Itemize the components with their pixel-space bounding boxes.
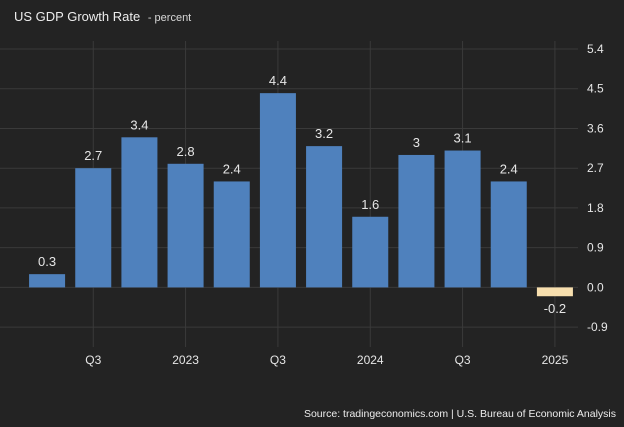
bar-value-label: 2.8 <box>177 144 195 159</box>
bar-value-label: 2.4 <box>500 161 518 176</box>
y-tick-label: 0.0 <box>587 280 604 294</box>
bar <box>444 150 481 288</box>
bar <box>490 181 527 288</box>
bar <box>352 216 389 288</box>
y-tick-label: -0.9 <box>587 320 608 334</box>
bar <box>121 137 158 288</box>
y-tick-label: 5.4 <box>587 42 604 56</box>
bar-value-label: 2.4 <box>223 161 241 176</box>
y-tick-label: 0.9 <box>587 241 604 255</box>
bar-value-label: 1.6 <box>361 197 379 212</box>
y-tick-label: 4.5 <box>587 82 604 96</box>
x-tick-label: 2023 <box>172 353 199 367</box>
bar <box>75 168 112 288</box>
bar <box>29 274 66 288</box>
chart-title-row: US GDP Growth Rate - percent <box>14 9 191 24</box>
source-note: Source: tradingeconomics.com | U.S. Bure… <box>303 408 616 420</box>
bar <box>306 146 343 288</box>
x-tick-label: 2025 <box>542 353 569 367</box>
bar <box>213 181 250 288</box>
bar <box>398 154 435 288</box>
x-tick-label: Q3 <box>270 353 286 367</box>
x-tick-label: Q3 <box>85 353 101 367</box>
bar-value-label: 2.7 <box>84 148 102 163</box>
bar-value-label: 3.4 <box>130 117 148 132</box>
bar-value-label: 3.1 <box>454 131 472 146</box>
bar-value-label: 0.3 <box>38 254 56 269</box>
bar-value-label: 3.2 <box>315 126 333 141</box>
bar-value-label: 3 <box>413 135 420 150</box>
chart-subtitle: - percent <box>147 12 192 24</box>
y-tick-label: 1.8 <box>587 201 604 215</box>
y-tick-label: 3.6 <box>587 121 604 135</box>
bar <box>536 287 573 297</box>
bar-value-label: 4.4 <box>269 73 287 88</box>
bar <box>259 93 296 288</box>
x-tick-label: 2024 <box>357 353 384 367</box>
y-tick-label: 2.7 <box>587 161 604 175</box>
bar <box>167 163 204 288</box>
chart-title: US GDP Growth Rate <box>14 9 141 24</box>
bar-value-label: -0.2 <box>544 301 566 316</box>
x-tick-label: Q3 <box>455 353 471 367</box>
